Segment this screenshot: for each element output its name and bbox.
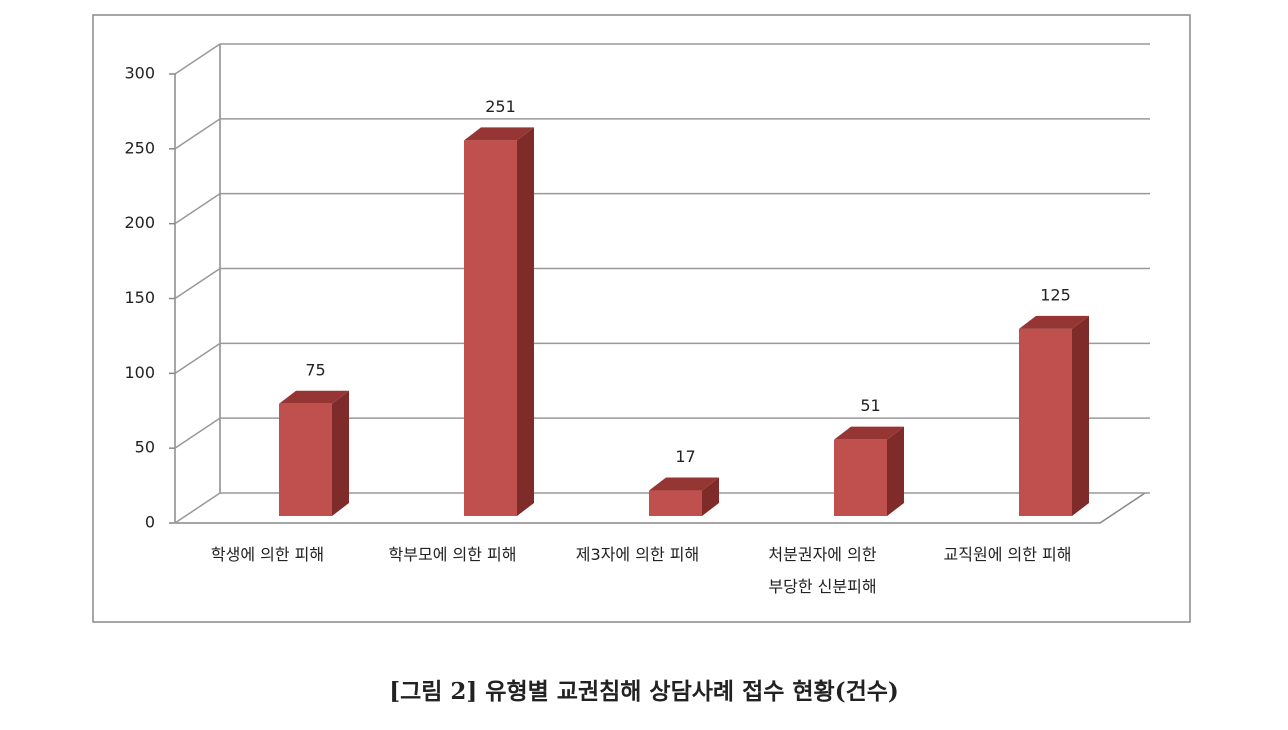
bar: [464, 140, 517, 516]
x-tick-label: 처분권자에 의한 부당한 신분피해: [768, 545, 877, 596]
x-tick-label: 교직원에 의한 피해: [943, 545, 1072, 564]
bar-side: [332, 390, 349, 516]
bar-side: [702, 477, 719, 516]
y-tick-label: 250: [124, 138, 155, 157]
y-tick-label: 100: [124, 363, 155, 382]
value-label: 17: [675, 447, 695, 466]
chart-frame: [92, 14, 1191, 623]
floor-edge: [175, 492, 1146, 524]
x-tick-label: 학생에 의한 피해: [210, 545, 325, 564]
grid-line: [174, 192, 1150, 225]
grid-line: [174, 43, 1150, 75]
caption: [그림 2] 유형별 교권침해 상담사례 접수 현황(건수): [389, 678, 899, 705]
x-tick-label: 학부모에 의한 피해: [388, 545, 517, 564]
y-tick-label: 150: [124, 288, 155, 307]
bar-side: [1072, 315, 1089, 516]
bar-top: [834, 426, 904, 440]
x-tick-label: 제3자에 의한 피해: [575, 545, 700, 564]
bar-side: [517, 127, 534, 516]
value-label: 251: [485, 97, 516, 116]
y-tick-label: 0: [145, 513, 155, 532]
bar-side: [887, 426, 904, 516]
y-tick-label: 200: [124, 213, 155, 232]
bar-top: [649, 477, 719, 491]
y-tick-label: 50: [135, 438, 155, 457]
bar: [834, 439, 887, 516]
bar-top: [464, 127, 534, 141]
grid-line: [174, 267, 1150, 300]
bar: [1019, 328, 1072, 516]
grid-line: [174, 118, 1150, 150]
bar-top: [1019, 315, 1089, 329]
value-label: 51: [860, 396, 880, 415]
grid-line: [174, 342, 1150, 374]
y-tick-label: 300: [124, 64, 155, 83]
bar: [649, 490, 702, 516]
bar: [279, 403, 332, 516]
value-label: 75: [305, 360, 325, 379]
grid-line: [174, 417, 1150, 449]
bar-top: [279, 390, 349, 404]
value-label: 125: [1040, 285, 1071, 304]
